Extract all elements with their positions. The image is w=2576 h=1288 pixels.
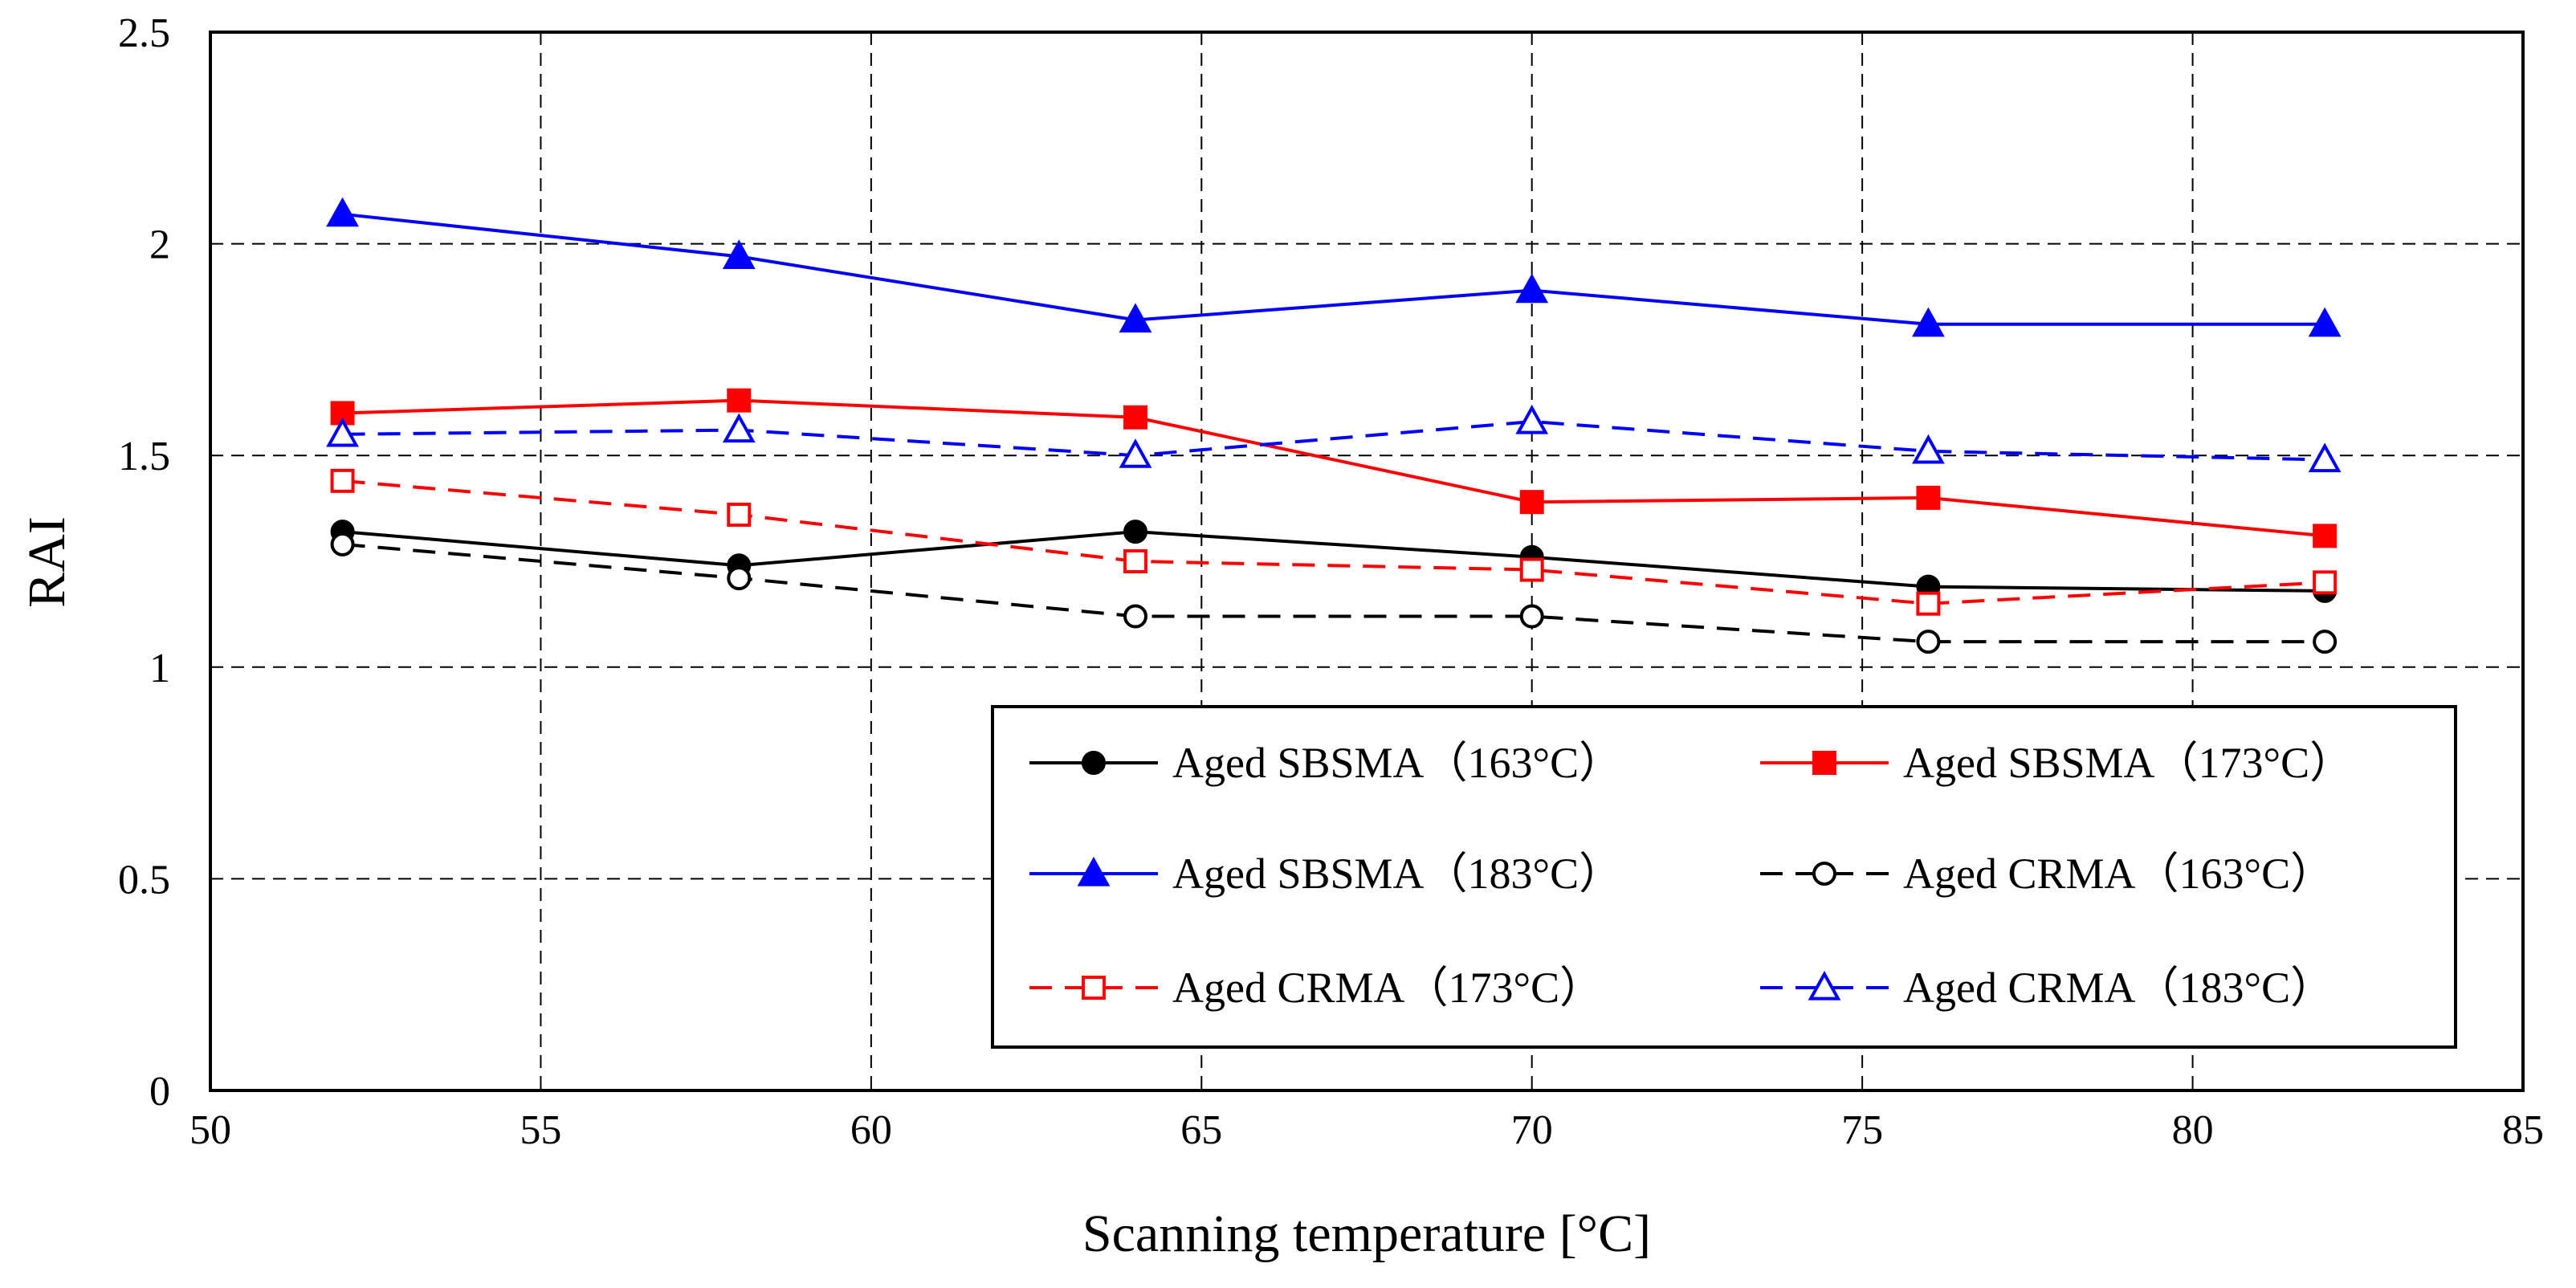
data-point <box>1916 591 1941 616</box>
legend-item: Aged CRMA（163°C） <box>1760 850 2333 898</box>
data-point <box>1119 303 1152 333</box>
data-point <box>1916 630 1941 654</box>
series-line <box>342 542 2325 644</box>
data-point <box>330 401 355 426</box>
legend-label: Aged CRMA（183°C） <box>1903 964 2333 1012</box>
series-line <box>342 420 2325 462</box>
legend-label: Aged SBSMA（173°C） <box>1903 739 2353 787</box>
legend-label: Aged CRMA（163°C） <box>1903 850 2333 898</box>
series-3 <box>326 197 2342 337</box>
y-tick-label: 0.5 <box>118 857 170 903</box>
legend-marker <box>1082 976 1106 1000</box>
legend-marker <box>1808 970 1841 1001</box>
series-line <box>342 398 2325 538</box>
data-point <box>2313 630 2338 654</box>
legend: Aged SBSMA（163°C） Aged SBSMA（173°C） Aged S… <box>991 705 2457 1049</box>
series-line <box>342 530 2325 593</box>
data-point <box>1123 405 1147 430</box>
data-point <box>722 239 756 270</box>
data-point <box>727 566 752 591</box>
x-tick-label: 75 <box>1841 1107 1883 1153</box>
data-point <box>2308 442 2342 473</box>
data-point <box>1912 434 1945 464</box>
data-point <box>1123 549 1147 573</box>
legend-item: Aged SBSMA（183°C） <box>1029 850 1622 898</box>
legend-item: Aged CRMA（173°C） <box>1029 964 1603 1012</box>
series-line <box>342 212 2325 326</box>
data-point <box>1916 485 1941 510</box>
data-point <box>1515 404 1549 434</box>
data-point <box>1123 604 1147 629</box>
data-point <box>330 532 355 556</box>
legend-label: Aged SBSMA（163°C） <box>1172 739 1622 787</box>
data-point <box>1519 604 1544 629</box>
data-point <box>326 197 359 227</box>
data-point <box>1515 273 1549 304</box>
series-4 <box>330 532 2338 654</box>
legend-label: Aged SBSMA（183°C） <box>1172 850 1622 898</box>
legend-marker <box>1082 751 1106 775</box>
legend-item: Aged CRMA（183°C） <box>1760 964 2333 1012</box>
x-tick-label: 60 <box>850 1107 892 1153</box>
legend-item: Aged SBSMA（173°C） <box>1760 739 2353 787</box>
data-point <box>1119 438 1152 468</box>
legend-label: Aged CRMA（173°C） <box>1172 964 1603 1012</box>
legend-marker <box>1812 751 1836 775</box>
data-point <box>727 503 752 528</box>
data-point <box>2308 307 2342 337</box>
data-point <box>2313 570 2338 595</box>
x-tick-label: 55 <box>520 1107 561 1153</box>
data-point <box>1519 490 1544 515</box>
x-axis-title: Scanning temperature [°C] <box>1082 1204 1651 1263</box>
ticks-layer: 50 55 60 65 70 75 80 85 0 0.5 1 1.5 2 2.5 <box>118 10 2544 1153</box>
plot-frame <box>209 31 2525 1092</box>
x-tick-label: 70 <box>1511 1107 1553 1153</box>
y-tick-label: 2 <box>149 222 170 268</box>
data-point <box>326 417 359 447</box>
data-point <box>1123 520 1147 544</box>
x-tick-label: 65 <box>1180 1107 1222 1153</box>
series-2 <box>330 388 2338 548</box>
x-tick-label: 80 <box>2172 1107 2214 1153</box>
data-point <box>1912 307 1945 337</box>
y-tick-label: 1 <box>149 646 170 691</box>
legend-item: Aged SBSMA（163°C） <box>1029 739 1622 787</box>
y-tick-label: 2.5 <box>118 10 170 56</box>
series-line <box>342 479 2325 605</box>
legend-marker <box>1812 862 1836 886</box>
data-point <box>330 468 355 493</box>
x-tick-label: 50 <box>190 1107 231 1153</box>
series-5 <box>330 468 2338 616</box>
data-point <box>1519 557 1544 582</box>
legend-marker <box>1077 856 1111 887</box>
y-tick-label: 0 <box>149 1069 170 1115</box>
data-point <box>727 388 752 413</box>
x-tick-label: 85 <box>2502 1107 2544 1153</box>
series-layer <box>326 197 2342 654</box>
y-axis-title: RAI <box>18 516 76 608</box>
y-tick-label: 1.5 <box>118 434 170 479</box>
data-point <box>2313 524 2338 548</box>
data-point <box>722 413 756 443</box>
series-6 <box>326 404 2342 473</box>
legend-box <box>991 705 2457 1049</box>
